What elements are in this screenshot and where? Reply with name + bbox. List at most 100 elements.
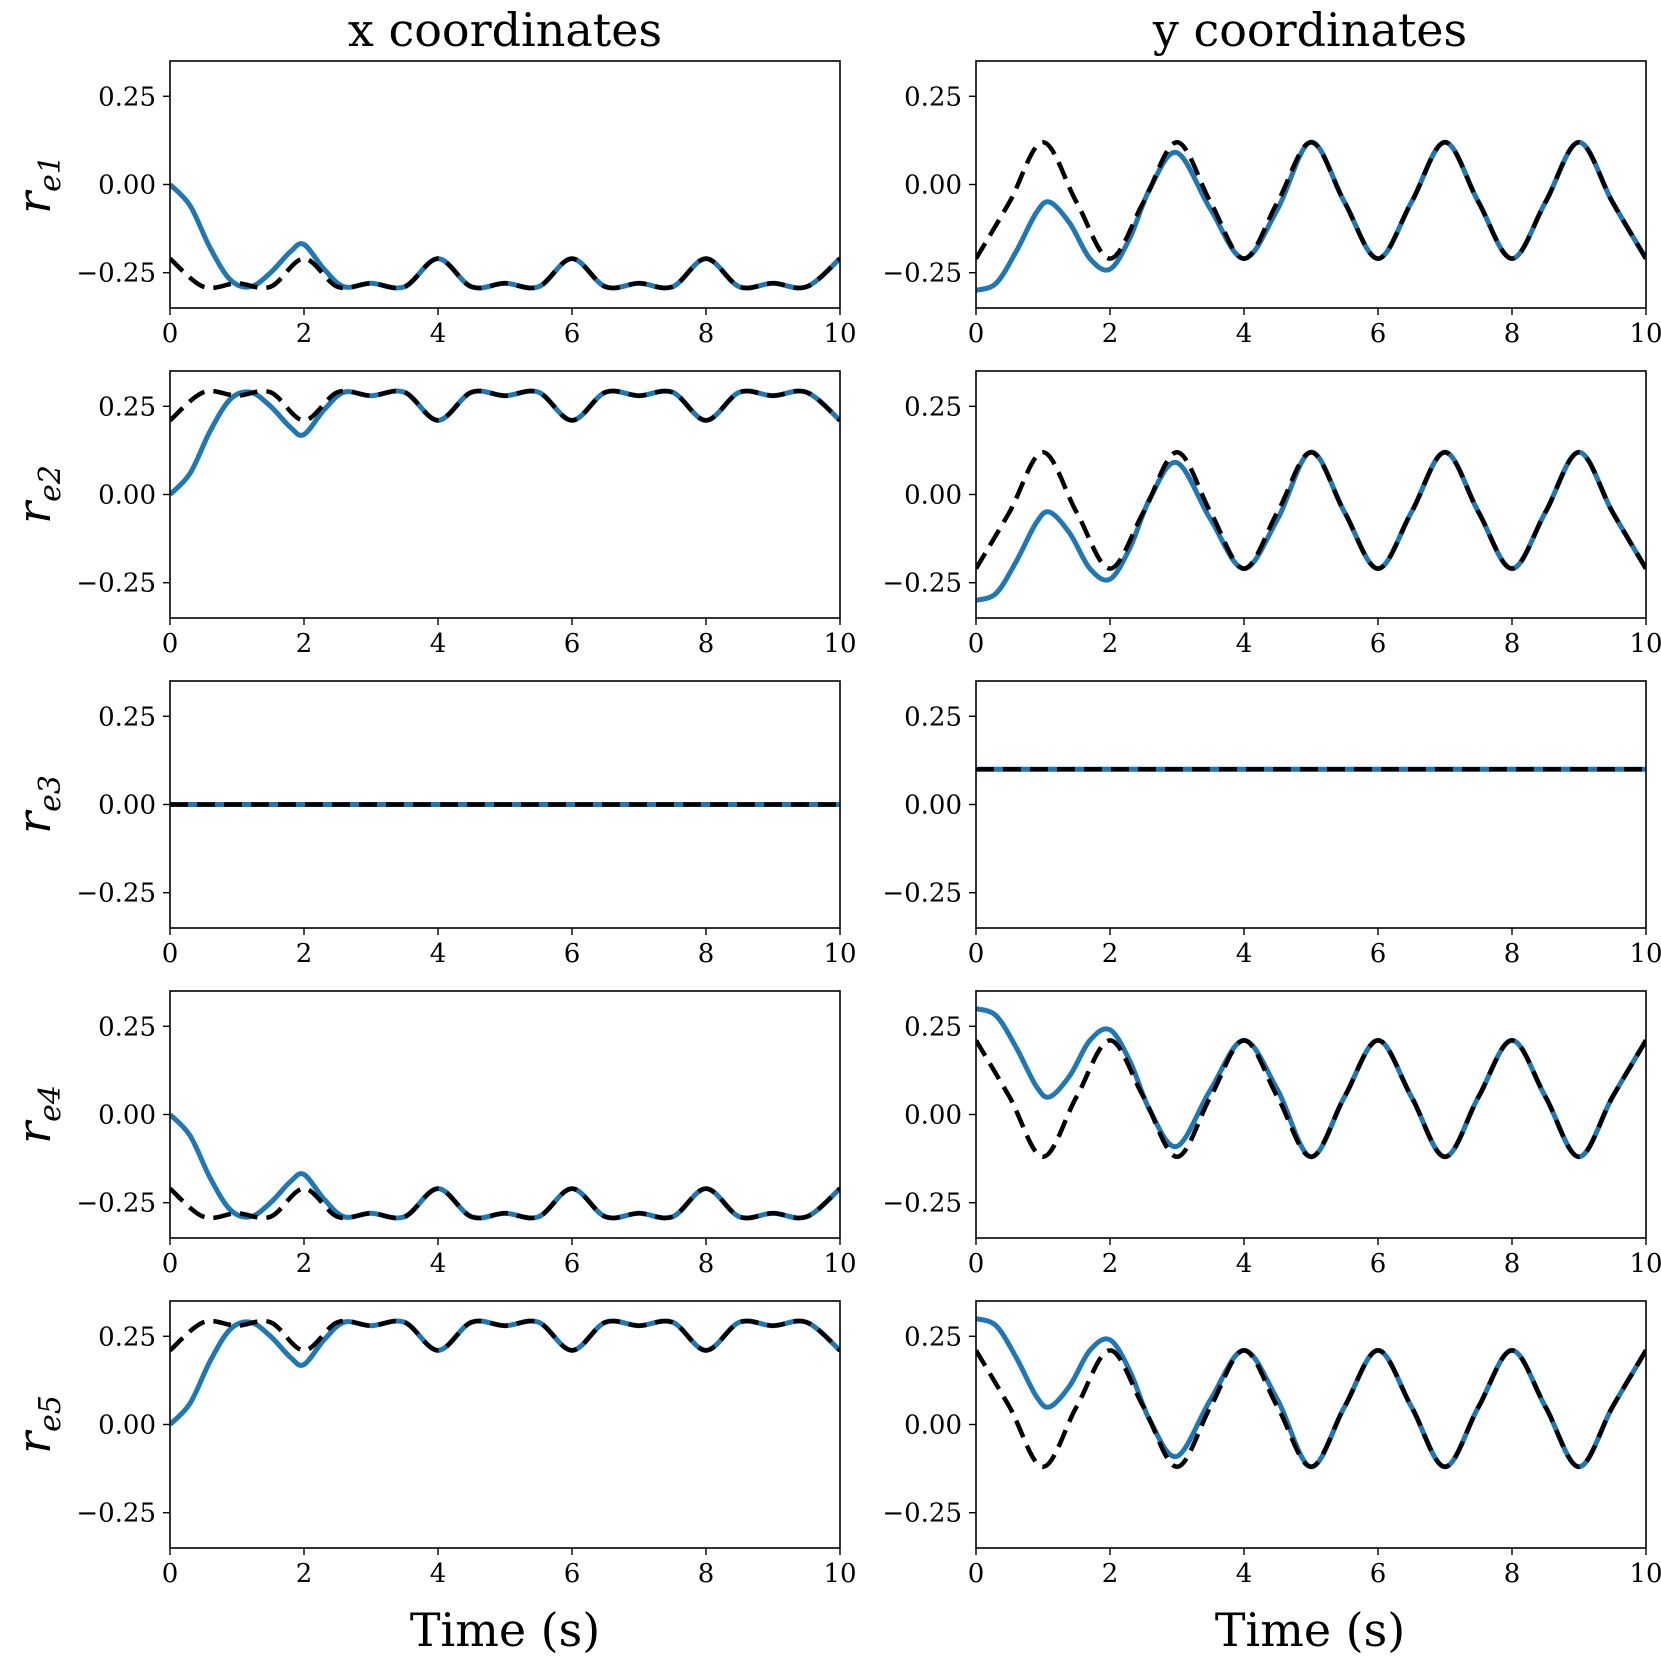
y-tick-label: 0.00 [98,1411,156,1441]
x-tick-label: 8 [1504,939,1521,969]
x-tick-label: 4 [430,319,447,349]
x-tick-label: 2 [296,1249,313,1279]
x-tick-label: 2 [1102,939,1119,969]
y-tick-label: 0.00 [98,791,156,821]
y-tick-label: 0.25 [904,82,962,112]
y-tick-label: 0.25 [98,1322,156,1352]
row-label-base: r [7,809,61,834]
x-tick-label: 0 [968,939,985,969]
x-tick-label: 8 [1504,1559,1521,1589]
x-tick-label: 4 [1236,1249,1253,1279]
x-tick-label: 8 [698,319,715,349]
y-tick-label: 0.00 [904,1101,962,1131]
axes-frame [975,990,1647,1239]
x-tick-label: 10 [1629,939,1661,969]
series-line-actual [976,449,1646,603]
series-line-reference [976,139,1646,261]
x-tick-label: 2 [1102,319,1119,349]
y-tick-label: −0.25 [76,1499,156,1529]
x-tick-label: 0 [968,1249,985,1279]
x-tick-label: 4 [1236,1559,1253,1589]
x-tick-label: 0 [968,1559,985,1589]
y-tick-label: 0.25 [904,702,962,732]
x-tick-label: 0 [162,319,179,349]
x-axis-label-right: Time (s) [1215,1603,1405,1657]
x-tick-label: 4 [430,1249,447,1279]
x-tick-label: 8 [698,629,715,659]
x-tick-label: 0 [968,319,985,349]
x-tick-label: 2 [296,939,313,969]
x-tick-label: 10 [823,1249,856,1279]
x-tick-label: 2 [296,1559,313,1589]
x-tick-label: 6 [564,1559,581,1589]
x-tick-label: 10 [823,1559,856,1589]
x-tick-label: 10 [1629,319,1661,349]
y-tick-label: 0.25 [98,392,156,422]
subplot-re4-y: 0 2 4 6 8 10 0.25 0.00 −0.25 [882,990,1661,1279]
y-tick-label: 0.00 [904,1411,962,1441]
row-label-subscript: e2 [33,465,68,502]
x-tick-label: 2 [1102,629,1119,659]
row-label-subscript: e4 [33,1085,68,1122]
x-tick-label: 8 [1504,319,1521,349]
row-label-subscript: e1 [33,155,68,192]
series-line-reference [976,1348,1646,1470]
axes-frame [975,60,1647,309]
x-tick-label: 4 [1236,629,1253,659]
x-tick-label: 8 [1504,1249,1521,1279]
subplot-re1-x: 0 2 4 6 8 10 0.25 0.00 −0.25 [76,60,857,349]
column-title-y: y coordinates [1152,3,1467,57]
x-tick-label: 4 [1236,319,1253,349]
row-label-e2: re2 [7,465,68,524]
x-tick-label: 6 [1370,939,1387,969]
x-tick-label: 8 [1504,629,1521,659]
row-label-subscript: e5 [33,1395,68,1432]
y-tick-label: 0.25 [904,1012,962,1042]
column-title-x: x coordinates [348,3,662,57]
series-line-actual [976,1316,1646,1470]
axes-frame [975,1300,1647,1549]
x-tick-label: 10 [1629,1559,1661,1589]
x-tick-label: 4 [430,939,447,969]
x-tick-label: 2 [1102,1249,1119,1279]
y-tick-label: 0.00 [904,481,962,511]
series-line-reference [170,388,840,423]
x-tick-label: 10 [823,629,856,659]
x-tick-label: 0 [162,1559,179,1589]
row-label-e5: re5 [7,1395,68,1454]
subplot-re2-x: 0 2 4 6 8 10 0.25 0.00 −0.25 [76,370,857,659]
series-line-reference [170,1318,840,1353]
x-tick-label: 8 [698,1559,715,1589]
series-line-reference [976,449,1646,571]
subplot-re3-y: 0 2 4 6 8 10 0.25 0.00 −0.25 [882,680,1661,969]
x-tick-label: 6 [1370,319,1387,349]
x-tick-label: 4 [430,629,447,659]
x-tick-label: 6 [1370,1559,1387,1589]
x-tick-label: 8 [698,939,715,969]
series-line-actual [976,1006,1646,1160]
x-tick-label: 10 [1629,1249,1661,1279]
axes-frame [975,680,1647,929]
x-tick-label: 10 [823,319,856,349]
y-tick-label: −0.25 [882,259,962,289]
row-label-base: r [7,1119,61,1144]
y-tick-label: 0.25 [98,702,156,732]
x-tick-label: 10 [823,939,856,969]
x-tick-label: 4 [1236,939,1253,969]
x-axis-label-left: Time (s) [410,1603,600,1657]
y-tick-label: −0.25 [882,1189,962,1219]
row-label-base: r [7,189,61,214]
y-tick-label: 0.25 [98,1012,156,1042]
series-line-actual [170,1112,840,1221]
series-line-actual [976,139,1646,293]
y-tick-label: −0.25 [76,1189,156,1219]
x-tick-label: 6 [564,939,581,969]
y-tick-label: −0.25 [882,1499,962,1529]
x-tick-label: 0 [162,939,179,969]
x-tick-label: 2 [296,319,313,349]
x-tick-label: 4 [430,1559,447,1589]
x-tick-label: 6 [564,629,581,659]
x-tick-label: 6 [564,1249,581,1279]
